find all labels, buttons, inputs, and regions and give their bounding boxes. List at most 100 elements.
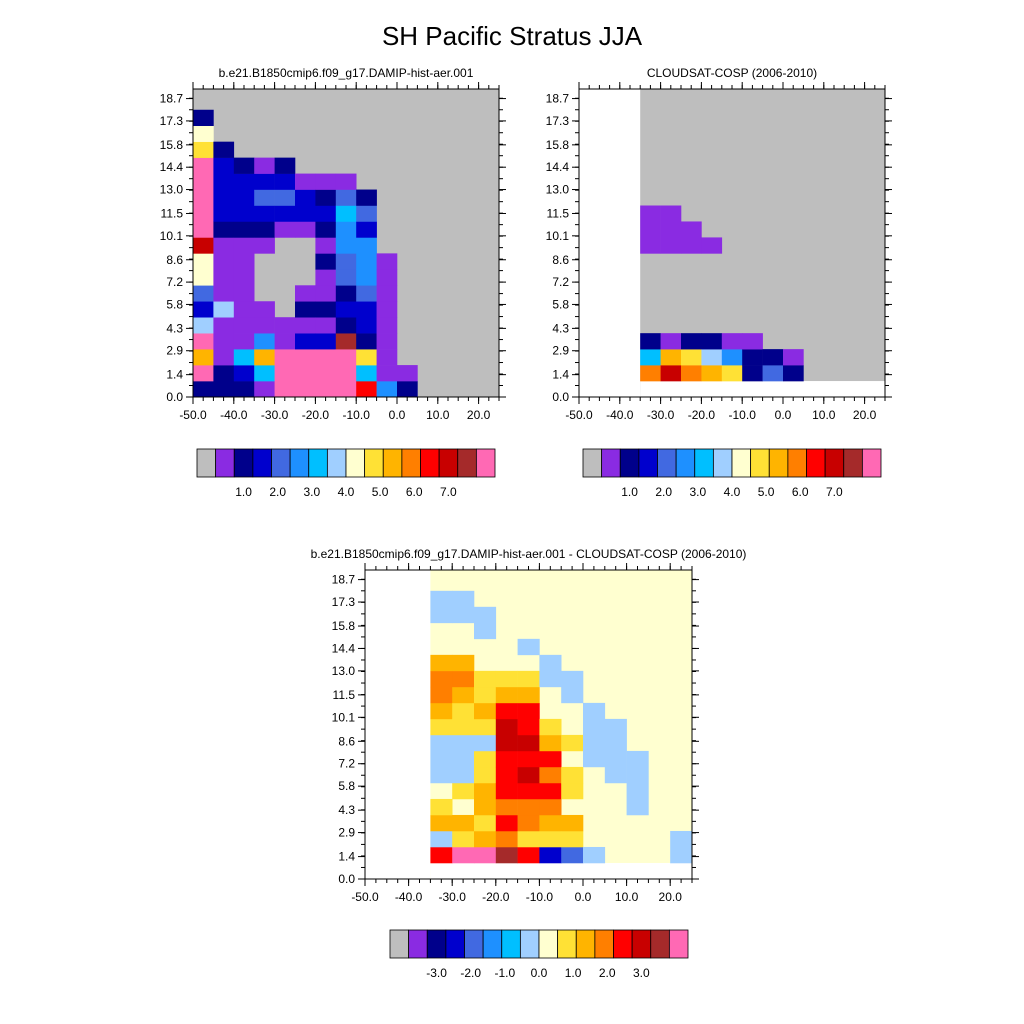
heatmap-cell xyxy=(561,846,584,864)
colorbar-label: -1.0 xyxy=(494,966,515,980)
heatmap-cell xyxy=(356,253,377,270)
heatmap-cell xyxy=(561,766,584,784)
heatmap-cell xyxy=(539,782,562,800)
heatmap-cell xyxy=(495,670,518,688)
heatmap-cell xyxy=(742,349,763,366)
y-tick-label: 4.3 xyxy=(338,803,355,817)
panel-2: CLOUDSAT-COSP (2006-2010) -50.0 -40.0 -30.0… xyxy=(546,66,892,499)
heatmap-cell xyxy=(495,782,518,800)
heatmap-cell xyxy=(233,221,255,238)
heatmap-cell xyxy=(495,718,518,736)
colorbar-swatch xyxy=(787,448,807,478)
x-tick-label: -20.0 xyxy=(688,408,716,422)
heatmap-cell xyxy=(213,317,235,366)
colorbar-label: 4.0 xyxy=(724,485,741,499)
heatmap-cell xyxy=(670,830,693,864)
heatmap-cell xyxy=(539,814,562,832)
heatmap-cell xyxy=(452,590,475,608)
y-tick-label: 17.3 xyxy=(160,114,184,128)
heatmap-cell xyxy=(626,750,649,816)
heatmap-cell xyxy=(495,830,518,848)
y-tick-label: 10.1 xyxy=(160,229,184,243)
heatmap-cell xyxy=(539,734,562,752)
colorbar-swatch xyxy=(631,929,652,959)
y-tick-label: 0.0 xyxy=(166,390,183,404)
heatmap-cell xyxy=(474,782,497,800)
heatmap-cell xyxy=(474,606,497,640)
page-title: SH Pacific Stratus JJA xyxy=(382,21,643,51)
heatmap-cell xyxy=(315,349,337,398)
heatmap-cell xyxy=(295,189,316,222)
colorbar-swatch xyxy=(196,448,217,478)
heatmap-cell xyxy=(335,253,357,270)
panel-title: b.e21.B1850cmip6.f09_g17.DAMIP-hist-aer.… xyxy=(311,547,747,561)
colorbar-label: 7.0 xyxy=(826,485,843,499)
x-tick-label: -50.0 xyxy=(565,408,593,422)
heatmap-cell xyxy=(315,189,337,206)
heatmap-cell xyxy=(495,750,518,768)
colorbar-label: 5.0 xyxy=(372,485,389,499)
heatmap-cell xyxy=(193,285,214,302)
heatmap-cell xyxy=(193,125,214,142)
colorbar-label: 6.0 xyxy=(406,485,423,499)
heatmap-cell xyxy=(640,349,661,366)
panel-title: b.e21.B1850cmip6.f09_g17.DAMIP-hist-aer.… xyxy=(219,66,474,80)
x-tick-label: -10.0 xyxy=(343,408,371,422)
heatmap-cell xyxy=(315,253,337,270)
heatmap-cell xyxy=(561,830,584,848)
heatmap-cell xyxy=(452,718,475,736)
heatmap-cell xyxy=(539,846,562,864)
heatmap-cell xyxy=(660,205,682,254)
heatmap-cell xyxy=(742,365,763,382)
colorbar-swatch xyxy=(861,448,882,478)
colorbar-swatch xyxy=(215,448,235,478)
heatmap-cell xyxy=(517,782,540,800)
heatmap-cell xyxy=(376,349,398,366)
heatmap-cell xyxy=(742,333,763,350)
heatmap-cell xyxy=(233,317,255,334)
colorbar-swatch xyxy=(308,448,328,478)
heatmap-cell xyxy=(356,333,377,350)
x-tick-label: -50.0 xyxy=(179,408,207,422)
heatmap-cell xyxy=(274,157,296,174)
colorbar-swatch xyxy=(233,448,254,478)
heatmap-cell xyxy=(274,333,296,350)
y-tick-label: 17.3 xyxy=(332,595,356,609)
colorbar-swatch xyxy=(501,929,521,959)
heatmap-cell xyxy=(356,317,377,334)
y-tick-label: 10.1 xyxy=(332,710,356,724)
colorbar-swatch xyxy=(650,929,670,959)
heatmap-cell xyxy=(193,109,214,127)
x-tick-label: -50.0 xyxy=(351,890,379,904)
heatmap-cell xyxy=(474,830,497,848)
colorbar-swatch xyxy=(475,448,496,478)
colorbar-swatch xyxy=(806,448,826,478)
panel-3: b.e21.B1850cmip6.f09_g17.DAMIP-hist-aer.… xyxy=(311,547,747,980)
heatmap-cell xyxy=(295,301,316,318)
colorbar-swatch xyxy=(750,448,770,478)
heatmap-cell xyxy=(681,221,702,254)
heatmap-cell xyxy=(721,365,743,382)
x-tick-label: 10.0 xyxy=(812,408,836,422)
heatmap-cell xyxy=(193,253,214,270)
heatmap-cell xyxy=(474,798,497,816)
heatmap-cell xyxy=(452,814,475,832)
x-tick-label: -10.0 xyxy=(729,408,757,422)
heatmap-cell xyxy=(193,317,214,334)
heatmap-cell xyxy=(335,285,357,302)
colorbar: -3.0 -2.0 -1.0 0.0 1.0 2.0 3.0 xyxy=(389,929,689,980)
x-tick-label: 0.0 xyxy=(389,408,406,422)
colorbar-swatch xyxy=(364,448,384,478)
heatmap-cell xyxy=(315,333,337,350)
heatmap-cell xyxy=(213,301,235,318)
colorbar-label: 0.0 xyxy=(531,966,548,980)
heatmap-cell xyxy=(397,381,418,398)
y-tick-label: 7.2 xyxy=(166,275,183,289)
heatmap-cell xyxy=(474,814,497,832)
colorbar-swatch xyxy=(538,929,559,959)
heatmap-cell xyxy=(233,333,255,350)
heatmap-cell xyxy=(701,237,723,254)
heatmap-cell xyxy=(193,141,214,158)
heatmap-cell xyxy=(721,349,743,366)
heatmap-cell xyxy=(295,349,316,398)
